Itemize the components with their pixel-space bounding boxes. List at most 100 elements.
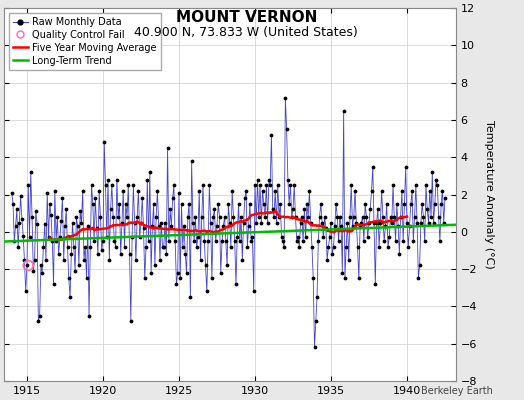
Point bbox=[90, 238, 99, 244]
Point bbox=[99, 238, 107, 244]
Point bbox=[58, 195, 67, 202]
Point bbox=[261, 214, 269, 220]
Point bbox=[103, 234, 111, 241]
Point bbox=[341, 275, 349, 282]
Point bbox=[196, 257, 205, 263]
Point bbox=[407, 201, 415, 207]
Point bbox=[37, 262, 45, 269]
Point bbox=[27, 169, 35, 176]
Point bbox=[241, 195, 249, 202]
Point bbox=[171, 238, 179, 244]
Point bbox=[400, 201, 409, 207]
Point bbox=[388, 219, 396, 226]
Point bbox=[304, 214, 312, 220]
Point bbox=[338, 270, 346, 276]
Point bbox=[118, 219, 126, 226]
Point bbox=[314, 238, 322, 244]
Point bbox=[414, 275, 422, 282]
Point bbox=[179, 244, 187, 250]
Point bbox=[106, 206, 115, 213]
Point bbox=[158, 244, 167, 250]
Point bbox=[112, 244, 120, 250]
Point bbox=[329, 244, 337, 250]
Point bbox=[61, 223, 69, 230]
Point bbox=[405, 223, 413, 230]
Point bbox=[418, 201, 427, 207]
Text: 40.900 N, 73.833 W (United States): 40.900 N, 73.833 W (United States) bbox=[134, 26, 358, 39]
Point bbox=[199, 182, 207, 188]
Point bbox=[168, 195, 177, 202]
Point bbox=[19, 232, 27, 239]
Point bbox=[25, 234, 34, 241]
Point bbox=[201, 262, 210, 269]
Point bbox=[340, 108, 348, 114]
Point bbox=[395, 251, 403, 258]
Point bbox=[175, 190, 183, 196]
Point bbox=[73, 223, 82, 230]
Point bbox=[100, 139, 108, 146]
Point bbox=[28, 214, 36, 220]
Point bbox=[72, 214, 81, 220]
Point bbox=[94, 251, 102, 258]
Point bbox=[236, 238, 244, 244]
Point bbox=[139, 225, 148, 231]
Point bbox=[231, 238, 239, 244]
Point bbox=[227, 244, 235, 250]
Point bbox=[332, 201, 340, 207]
Point bbox=[274, 182, 282, 188]
Point bbox=[60, 257, 68, 263]
Point bbox=[77, 219, 85, 226]
Point bbox=[110, 238, 118, 244]
Point bbox=[270, 214, 278, 220]
Point bbox=[105, 257, 114, 263]
Point bbox=[318, 219, 326, 226]
Point bbox=[391, 238, 400, 244]
Point bbox=[166, 206, 174, 213]
Point bbox=[165, 238, 173, 244]
Point bbox=[109, 214, 117, 220]
Text: MOUNT VERNON: MOUNT VERNON bbox=[176, 10, 317, 25]
Point bbox=[376, 219, 385, 226]
Point bbox=[321, 214, 329, 220]
Point bbox=[79, 188, 87, 194]
Point bbox=[416, 262, 424, 269]
Point bbox=[425, 188, 434, 194]
Point bbox=[286, 182, 294, 188]
Point bbox=[212, 238, 220, 244]
Point bbox=[252, 219, 260, 226]
Point bbox=[328, 251, 336, 258]
Point bbox=[412, 182, 420, 188]
Point bbox=[394, 223, 402, 230]
Point bbox=[244, 223, 253, 230]
Point bbox=[219, 223, 227, 230]
Point bbox=[359, 238, 368, 244]
Point bbox=[333, 214, 342, 220]
Point bbox=[182, 270, 191, 276]
Point bbox=[48, 238, 57, 244]
Point bbox=[30, 257, 39, 263]
Point bbox=[29, 268, 38, 274]
Point bbox=[429, 219, 438, 226]
Point bbox=[167, 223, 176, 230]
Point bbox=[210, 206, 219, 213]
Point bbox=[421, 238, 429, 244]
Point bbox=[392, 201, 401, 207]
Point bbox=[375, 244, 383, 250]
Point bbox=[276, 201, 285, 207]
Point bbox=[92, 225, 101, 231]
Point bbox=[151, 262, 159, 269]
Point bbox=[176, 275, 184, 282]
Point bbox=[113, 176, 121, 183]
Point bbox=[307, 219, 315, 226]
Point bbox=[357, 219, 366, 226]
Point bbox=[371, 281, 379, 287]
Point bbox=[368, 164, 377, 170]
Point bbox=[282, 126, 291, 132]
Point bbox=[410, 214, 419, 220]
Point bbox=[186, 294, 194, 300]
Point bbox=[361, 201, 369, 207]
Point bbox=[356, 223, 364, 230]
Point bbox=[56, 234, 64, 241]
Point bbox=[200, 238, 209, 244]
Text: Berkeley Earth: Berkeley Earth bbox=[421, 386, 493, 396]
